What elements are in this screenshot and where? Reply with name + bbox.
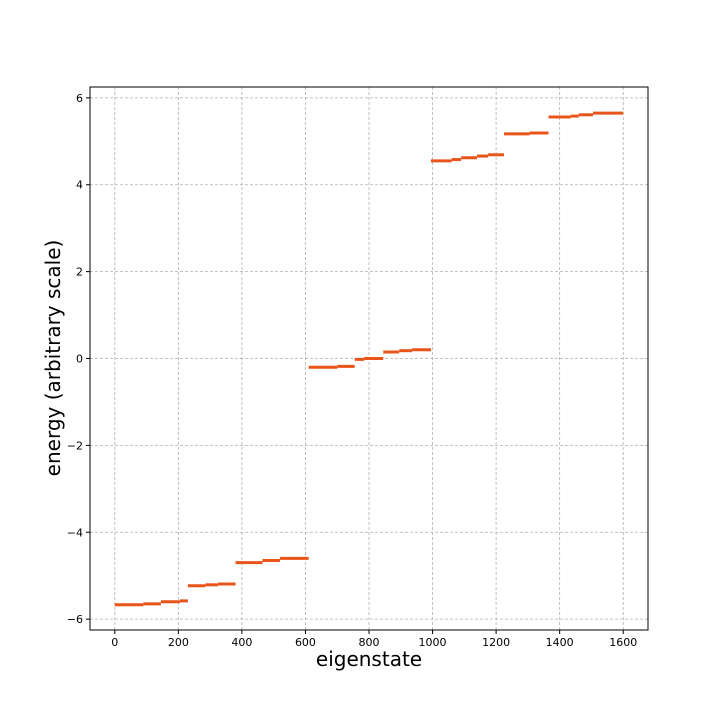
x-tick-label: 800 [359,636,380,649]
y-tick-label: −4 [67,526,83,539]
y-tick-label: 2 [76,266,83,279]
x-tick-label: 1200 [482,636,510,649]
y-tick-label: 4 [76,179,83,192]
y-axis-label: energy (arbitrary scale) [41,240,65,477]
x-tick-label: 600 [295,636,316,649]
x-tick-label: 200 [168,636,189,649]
y-tick-label: −2 [67,439,83,452]
y-tick-label: 0 [76,353,83,366]
x-tick-label: 1000 [419,636,447,649]
x-tick-label: 1400 [546,636,574,649]
x-tick-label: 1600 [609,636,637,649]
axis-ticks: 0 200 400 600 800 1000 1200 1400 1600 −6 −4 −2 0 2 4 6 [67,92,637,649]
x-tick-label: 400 [231,636,252,649]
y-tick-label: −6 [67,613,83,626]
x-tick-label: 0 [111,636,118,649]
energy-series [114,111,624,607]
x-axis-label: eigenstate [316,647,422,671]
y-tick-label: 6 [76,92,83,105]
